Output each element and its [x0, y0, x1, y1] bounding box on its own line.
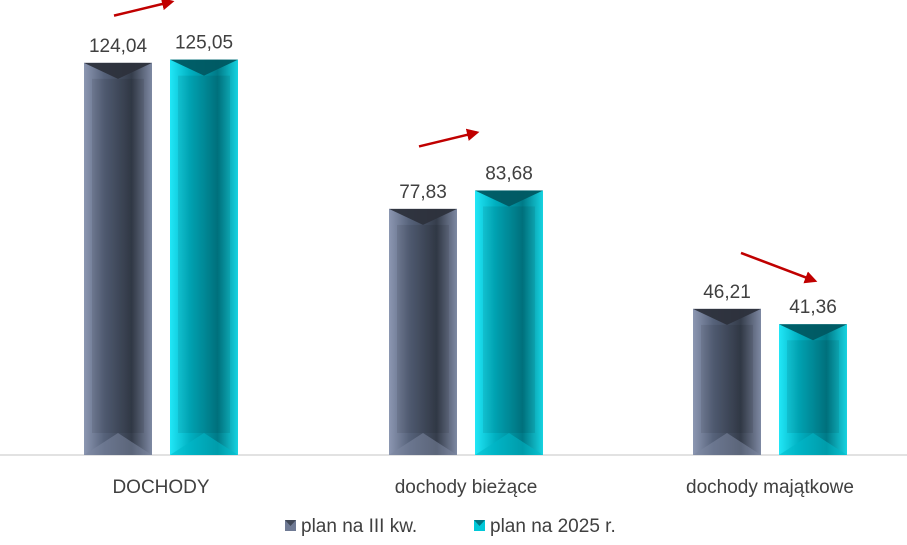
value-label-1-1: 83,68: [485, 163, 533, 184]
bar-inner-shade: [92, 78, 144, 433]
bar-inner-shade: [483, 206, 535, 433]
legend-swatch-facet-1: [474, 520, 485, 526]
bar-top-facet: [389, 208, 457, 225]
bar-body: [693, 308, 761, 455]
bar-1-1: [475, 190, 543, 456]
legend-label-0: plan na III kw.: [301, 516, 417, 537]
bar-inner-shade: [701, 324, 753, 433]
bar-0-1: [389, 208, 457, 455]
value-label-0-1: 77,83: [399, 182, 447, 203]
trend-arrow-1: [418, 128, 480, 148]
value-label-0-2: 46,21: [703, 282, 751, 303]
trend-arrow-0: [113, 0, 175, 17]
category-label-1: dochody bieżące: [395, 477, 538, 498]
value-label-1-0: 125,05: [175, 33, 233, 54]
bar-top-facet: [693, 308, 761, 325]
trend-arrow-2: [740, 251, 818, 284]
bar-bottom-facet: [170, 433, 238, 455]
bar-body: [389, 208, 457, 455]
value-label-1-2: 41,36: [789, 297, 837, 318]
category-label-2: dochody majątkowe: [686, 477, 854, 498]
bar-top-facet: [475, 190, 543, 207]
bar-bottom-facet: [779, 433, 847, 455]
bar-1-2: [779, 324, 847, 455]
bar-bottom-facet: [475, 433, 543, 455]
bar-body: [475, 190, 543, 456]
bar-top-facet: [84, 62, 152, 79]
bar-0-0: [84, 62, 152, 455]
bar-top-facet: [779, 324, 847, 341]
category-label-0: DOCHODY: [112, 477, 209, 498]
bar-body: [170, 59, 238, 455]
bar-bottom-facet: [693, 433, 761, 455]
legend-item-series-0: plan na III kw.: [285, 516, 417, 537]
legend-swatch-facet-0: [285, 520, 296, 526]
bar-inner-shade: [787, 340, 839, 433]
bar-bottom-facet: [389, 433, 457, 455]
legend-item-series-1: plan na 2025 r.: [474, 516, 616, 537]
value-label-0-0: 124,04: [89, 36, 148, 57]
bar-1-0: [170, 59, 238, 455]
bar-bottom-facet: [84, 433, 152, 455]
bar-inner-shade: [397, 224, 449, 433]
bar-body: [84, 62, 152, 455]
bar-top-facet: [170, 59, 238, 76]
bar-0-2: [693, 308, 761, 455]
legend-label-1: plan na 2025 r.: [490, 516, 616, 537]
bar-inner-shade: [178, 75, 230, 434]
